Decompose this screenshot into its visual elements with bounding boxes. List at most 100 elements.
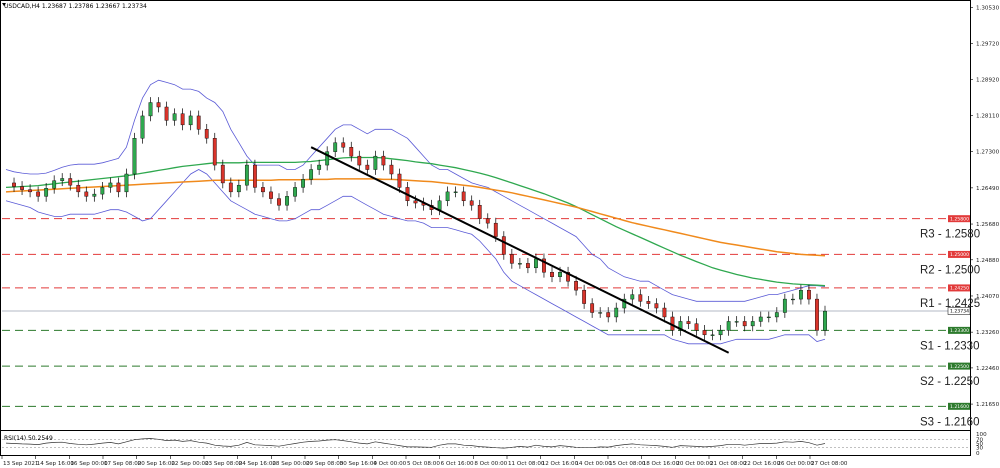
candle-up <box>718 330 723 336</box>
candle-down <box>365 164 370 170</box>
rsi-pane-frame <box>0 430 971 456</box>
candle-up <box>140 115 145 139</box>
level-price-tag <box>948 362 970 370</box>
candle-up <box>453 191 458 193</box>
candle-up <box>325 151 330 166</box>
candle-down <box>341 142 346 148</box>
symbol-header: USDCAD,H4 1.23687 1.23786 1.23667 1.2373… <box>4 3 147 10</box>
y-tick-label: 1.23260 <box>976 330 1000 336</box>
candle-up <box>558 272 562 277</box>
candle-down <box>220 164 225 184</box>
price-tags: 1.25800 1.25000 1.24250 1.23300 1.22500 1.216… <box>947 215 971 410</box>
candle-up <box>823 310 827 331</box>
candle-up <box>782 298 787 313</box>
candle-up <box>799 289 803 300</box>
candle-up <box>60 178 65 181</box>
candle-down <box>694 323 699 331</box>
candle-up <box>108 182 113 188</box>
y-tick-label: 1.28920 <box>976 77 1000 83</box>
rsi-tick-label: 50 <box>976 442 984 448</box>
candle-down <box>606 312 611 318</box>
candle-up <box>437 200 442 210</box>
level-price-tag <box>948 250 970 258</box>
candle-up <box>734 321 739 323</box>
level-label: S3 - 1.2160 <box>920 416 979 428</box>
candle-up <box>92 193 97 197</box>
moving-averages <box>5 156 826 287</box>
x-tick-label: 17 Sep 08:00 <box>104 461 142 467</box>
candle-down <box>493 222 498 237</box>
candle-down <box>646 301 651 304</box>
candle-down <box>164 106 169 121</box>
candle-up <box>309 169 314 180</box>
x-tick-label: 23 Sep 08:00 <box>205 461 243 467</box>
collapse-triangle-icon[interactable] <box>2 3 6 6</box>
candle-up <box>622 298 627 309</box>
bollinger-lower <box>5 169 826 345</box>
y-tick-label: 1.30530 <box>976 5 1000 11</box>
candle-down <box>12 182 16 187</box>
candle-up <box>790 298 795 301</box>
x-tick-label: 14 Oct 00:00 <box>575 461 612 467</box>
x-tick-label: 6 Oct 16:00 <box>441 461 474 467</box>
candle-up <box>172 113 177 121</box>
candle-down <box>542 258 546 273</box>
candle-down <box>28 189 32 193</box>
x-tick-label: 12 Oct 16:00 <box>542 461 579 467</box>
candle-down <box>397 173 402 188</box>
level-price-tag-text: 1.25000 <box>950 252 969 258</box>
candle-down <box>477 205 482 219</box>
y-tick-label: 1.24880 <box>976 258 1000 264</box>
level-label: R3 - 1.2580 <box>920 229 980 241</box>
x-tick-label: 4 Oct 00:00 <box>373 461 406 467</box>
candle-up <box>244 164 249 186</box>
candle-down <box>269 191 273 199</box>
x-tick-label: 11 Oct 08:00 <box>508 461 545 467</box>
level-price-tag <box>948 326 970 334</box>
level-label: S1 - 1.2330 <box>920 340 979 352</box>
candle-down <box>381 155 386 166</box>
candle-down <box>702 330 707 336</box>
y-tick-label: 1.28110 <box>976 113 1000 119</box>
candle-down <box>68 178 73 186</box>
main-pane-frame <box>0 0 971 431</box>
candle-up <box>317 164 322 170</box>
moving-average-orange <box>5 178 826 257</box>
candle-down <box>807 289 811 300</box>
candle-up <box>285 196 289 206</box>
y-tick-label: 1.21650 <box>976 402 1000 408</box>
candle-down <box>277 198 281 206</box>
candle-down <box>526 263 530 269</box>
moving-average-green <box>5 156 826 287</box>
candle-up <box>766 316 771 318</box>
candle-down <box>509 254 514 264</box>
x-tick-label: 22 Oct 16:00 <box>744 461 781 467</box>
rsi-tick-label: 30 <box>976 446 984 452</box>
current-price-tag-text: 1.23734 <box>950 309 969 315</box>
x-tick-label: 21 Oct 08:00 <box>710 461 747 467</box>
x-tick-label: 18 Oct 16:00 <box>643 461 680 467</box>
x-tick-label: 5 Oct 08:00 <box>407 461 440 467</box>
rsi-line <box>5 438 826 449</box>
candle-down <box>20 186 24 190</box>
candle-down <box>413 200 418 204</box>
candle-up <box>44 188 49 197</box>
candle-up <box>236 184 241 193</box>
candle-up <box>774 312 779 318</box>
rsi-tick-label: 100 <box>976 432 987 438</box>
y-tick-label: 1.22460 <box>976 366 1000 372</box>
candle-down <box>196 115 201 130</box>
candle-down <box>742 321 747 327</box>
level-label: R2 - 1.2500 <box>920 264 980 276</box>
level-price-tag <box>948 215 970 223</box>
level-price-tag-text: 1.23300 <box>950 328 969 334</box>
current-price-tag <box>947 307 971 315</box>
trendline-layer[interactable] <box>310 146 730 354</box>
candle-up <box>678 321 683 331</box>
candle-up <box>517 263 522 265</box>
level-price-tag <box>948 284 970 292</box>
x-tick-label: 14 Sep 16:00 <box>37 461 75 467</box>
candle-down <box>261 187 265 193</box>
